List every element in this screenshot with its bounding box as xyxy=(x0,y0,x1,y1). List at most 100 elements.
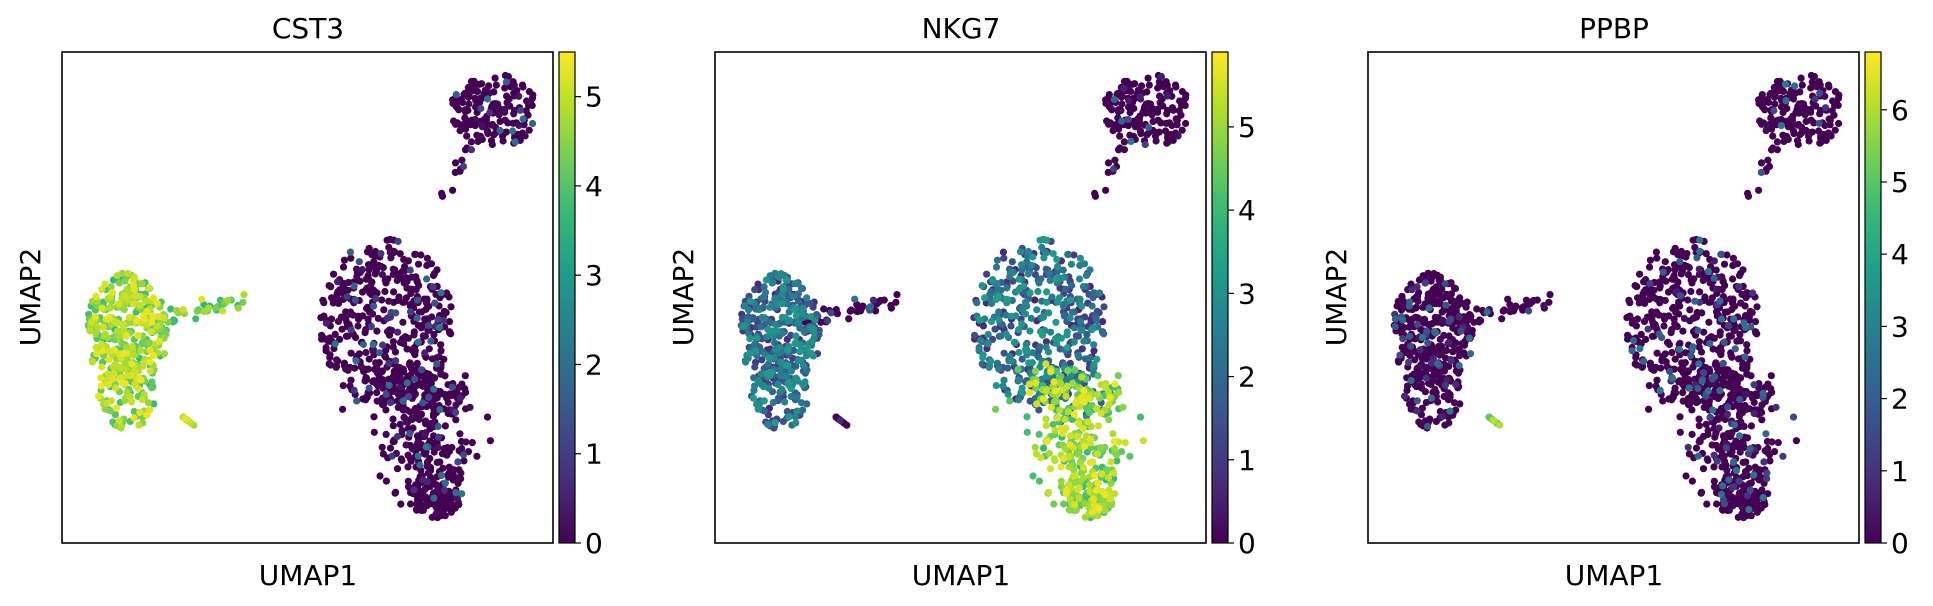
scatter-point xyxy=(134,385,142,393)
scatter-point xyxy=(1682,472,1690,480)
scatter-point xyxy=(121,292,129,300)
scatter-point xyxy=(460,457,468,465)
scatter-point xyxy=(1727,450,1735,458)
scatter-point xyxy=(1071,501,1079,509)
colorbar-tick-label: 4 xyxy=(1891,238,1909,271)
scatter-point xyxy=(1126,452,1134,460)
scatter-point xyxy=(416,381,425,389)
scatter-point xyxy=(1082,271,1091,280)
scatter-point xyxy=(1111,380,1119,388)
scatter-point xyxy=(783,276,792,284)
scatter-point xyxy=(778,313,786,321)
panel-title: PPBP xyxy=(1579,12,1649,45)
scatter-point xyxy=(1391,323,1399,331)
scatter-point xyxy=(1036,236,1044,244)
scatter-point xyxy=(824,317,832,325)
scatter-point xyxy=(1702,420,1710,428)
scatter-point xyxy=(1777,122,1785,130)
scatter-point xyxy=(434,315,442,323)
scatter-point xyxy=(419,506,427,514)
scatter-point xyxy=(406,429,414,437)
scatter-point xyxy=(399,318,407,326)
scatter-point xyxy=(785,378,793,387)
scatter-point xyxy=(423,462,431,470)
scatter-point xyxy=(992,382,1000,390)
scatter-point xyxy=(1489,416,1497,424)
colorbar-gradient xyxy=(558,51,576,544)
scatter-point xyxy=(1758,103,1766,111)
scatter-point xyxy=(495,111,503,119)
scatter-point xyxy=(478,121,486,129)
scatter-point xyxy=(1669,304,1677,312)
scatter-point xyxy=(463,132,471,140)
scatter-point xyxy=(86,327,94,335)
scatter-point xyxy=(1429,376,1437,384)
scatter-point xyxy=(808,337,816,345)
scatter-point xyxy=(330,270,338,278)
scatter-point xyxy=(987,357,995,365)
scatter-point xyxy=(1424,339,1432,347)
scatter-point xyxy=(505,95,513,103)
scatter-point xyxy=(1029,253,1037,261)
scatter-point xyxy=(846,307,854,315)
scatter-point xyxy=(1625,296,1633,304)
scatter-point xyxy=(1768,388,1776,396)
scatter-point xyxy=(1040,254,1048,262)
scatter-point xyxy=(1159,102,1167,110)
scatter-point xyxy=(160,350,169,358)
scatter-point xyxy=(113,327,121,335)
scatter-point xyxy=(1098,470,1106,478)
scatter-point xyxy=(153,300,161,308)
scatter-point xyxy=(389,415,397,423)
scatter-point xyxy=(1637,330,1645,338)
scatter-point xyxy=(1118,117,1126,125)
scatter-point xyxy=(455,501,463,509)
scatter-point xyxy=(343,311,351,319)
scatter-point xyxy=(1033,400,1041,408)
scatter-point xyxy=(1085,409,1094,417)
scatter-point xyxy=(351,296,359,304)
scatter-point xyxy=(423,261,431,270)
scatter-point xyxy=(372,380,381,388)
scatter-point xyxy=(382,353,390,361)
scatter-point xyxy=(332,363,340,371)
scatter-point xyxy=(524,111,532,119)
scatter-point xyxy=(760,383,768,391)
scatter-point xyxy=(1465,334,1473,342)
scatter-point xyxy=(1730,326,1738,334)
scatter-point xyxy=(423,275,431,283)
scatter-point xyxy=(976,337,985,345)
scatter-point xyxy=(1078,326,1086,334)
scatter-point xyxy=(1066,441,1074,449)
scatter-point xyxy=(1003,295,1011,303)
scatter-point xyxy=(381,287,389,296)
scatter-point xyxy=(1692,444,1701,452)
scatter-point xyxy=(1396,351,1404,359)
scatter-point xyxy=(461,106,469,114)
scatter-point xyxy=(983,270,991,278)
scatter-point xyxy=(1695,360,1703,368)
scatter-point xyxy=(471,115,479,124)
scatter-point xyxy=(93,349,101,358)
scatter-point xyxy=(1148,104,1156,112)
scatter-point xyxy=(1761,447,1769,455)
scatter-point xyxy=(1438,413,1446,421)
scatter-point xyxy=(999,248,1008,256)
scatter-point xyxy=(744,306,753,314)
scatter-point xyxy=(352,333,360,342)
scatter-point xyxy=(1753,303,1761,311)
scatter-point xyxy=(771,419,779,427)
scatter-point xyxy=(1115,125,1123,133)
scatter-point xyxy=(1097,409,1105,418)
scatter-point xyxy=(1762,430,1770,438)
scatter-point xyxy=(112,404,120,412)
scatter-point xyxy=(1719,432,1727,440)
scatter-point xyxy=(153,323,161,331)
scatter-point xyxy=(393,465,402,473)
scatter-point xyxy=(478,80,486,88)
scatter-point xyxy=(1676,428,1684,436)
scatter-point xyxy=(1704,426,1712,435)
scatter-point xyxy=(1442,301,1450,309)
scatter-point xyxy=(448,383,456,391)
scatter-point xyxy=(1111,444,1119,453)
